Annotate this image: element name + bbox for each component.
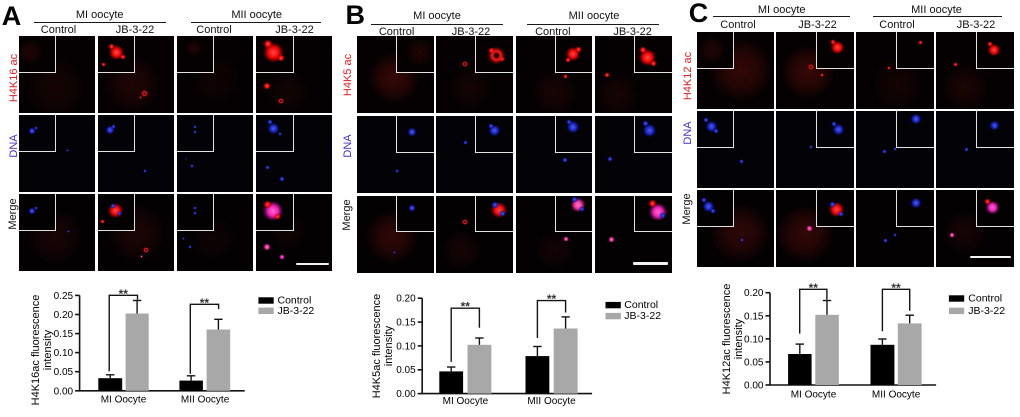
svg-text:0.20: 0.20	[396, 294, 416, 305]
svg-text:**: **	[809, 281, 819, 295]
svg-text:**: **	[200, 296, 210, 310]
svg-text:Control: Control	[968, 293, 1002, 305]
svg-text:MII Oocyte: MII Oocyte	[872, 390, 921, 401]
svg-text:0.00: 0.00	[744, 381, 764, 392]
svg-text:intensity: intensity	[383, 325, 395, 366]
svg-text:0.25: 0.25	[54, 291, 74, 302]
svg-text:0.10: 0.10	[744, 334, 764, 345]
svg-text:MI Oocyte: MI Oocyte	[443, 396, 489, 407]
svg-text:**: **	[547, 292, 557, 306]
svg-text:0.05: 0.05	[744, 357, 764, 368]
svg-text:MII Oocyte: MII Oocyte	[527, 396, 576, 407]
svg-text:**: **	[891, 281, 901, 295]
svg-text:intensity: intensity	[733, 318, 745, 359]
svg-text:**: **	[461, 300, 471, 314]
svg-text:0.05: 0.05	[396, 365, 416, 376]
svg-text:H4K12ac fluorescence: H4K12ac fluorescence	[721, 284, 733, 395]
svg-text:JB-3-22: JB-3-22	[278, 305, 315, 317]
svg-text:0.10: 0.10	[396, 341, 416, 352]
svg-text:Control: Control	[278, 295, 312, 307]
svg-text:0.05: 0.05	[54, 367, 74, 378]
svg-text:MI Oocyte: MI Oocyte	[101, 395, 147, 406]
svg-text:0.00: 0.00	[396, 389, 416, 400]
svg-text:MII Oocyte: MII Oocyte	[181, 395, 230, 406]
svg-text:H4K16ac fluorescence: H4K16ac fluorescence	[30, 295, 42, 406]
svg-text:0.15: 0.15	[744, 311, 764, 322]
svg-text:JB-3-22: JB-3-22	[968, 305, 1005, 317]
svg-text:0.15: 0.15	[396, 318, 416, 329]
svg-text:Control: Control	[624, 299, 658, 311]
svg-text:H4K5ac fluorescence: H4K5ac fluorescence	[371, 294, 383, 399]
svg-text:intensity: intensity	[42, 329, 54, 370]
svg-text:0.15: 0.15	[54, 329, 74, 340]
svg-text:0.20: 0.20	[744, 288, 764, 299]
svg-text:JB-3-22: JB-3-22	[624, 310, 661, 322]
svg-text:0.10: 0.10	[54, 348, 74, 359]
svg-text:0.00: 0.00	[54, 386, 74, 397]
svg-text:**: **	[119, 287, 129, 301]
svg-text:MI Oocyte: MI Oocyte	[791, 390, 837, 401]
svg-text:0.20: 0.20	[54, 310, 74, 321]
